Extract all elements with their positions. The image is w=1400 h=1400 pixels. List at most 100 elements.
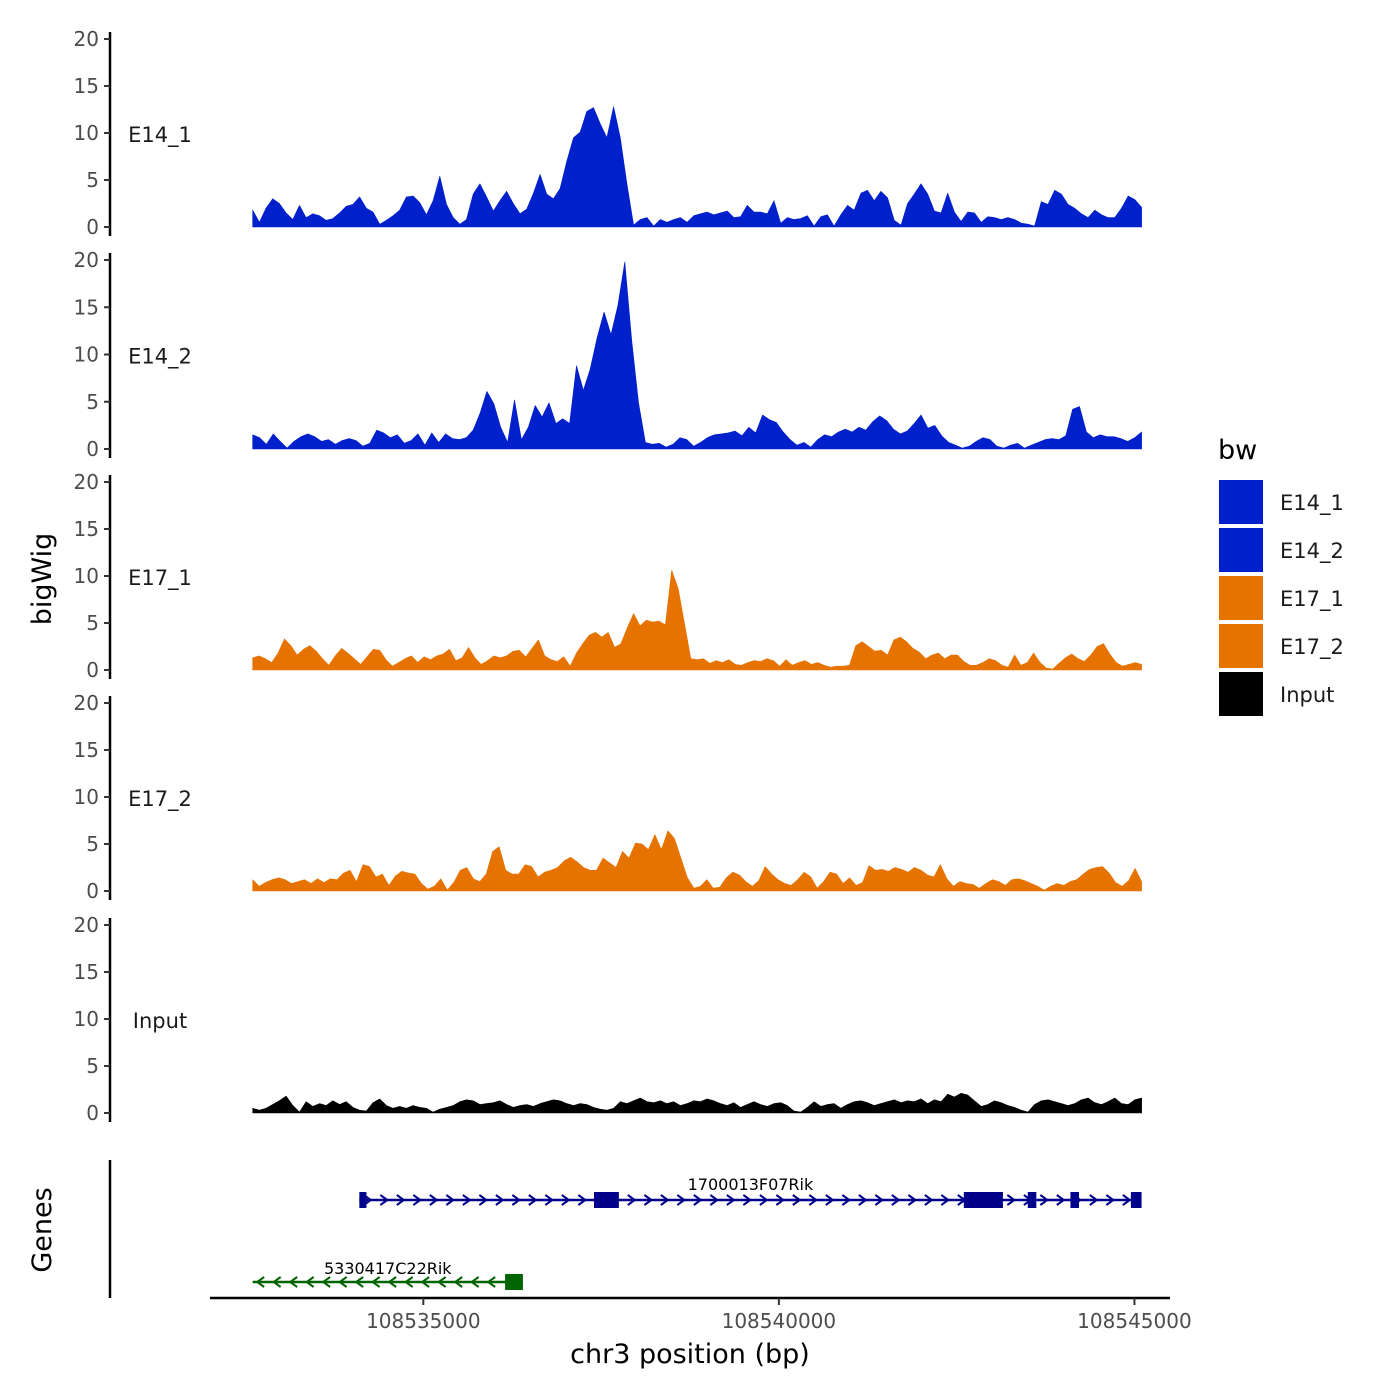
y-tick-label: 15 [74,960,99,984]
strand-arrow-icon [337,1276,348,1288]
track-label: E17_1 [128,566,192,591]
gene-label: 1700013F07Rik [688,1175,814,1194]
exon-block [359,1192,367,1208]
y-tick-label: 5 [86,168,99,192]
strand-arrow-icon [1089,1194,1099,1206]
strand-arrow-icon [412,1194,423,1206]
strand-arrow-icon [271,1276,282,1288]
strand-arrow-icon [288,1276,298,1288]
strand-arrow-icon [495,1194,505,1206]
y-tick-label: 15 [74,738,99,762]
legend-swatch [1219,624,1263,668]
y-tick-label: 10 [74,343,99,367]
y-axis-title: bigWig [27,533,58,626]
strand-arrow-icon [1006,1194,1017,1206]
strand-arrow-icon [396,1194,406,1206]
legend-title: bw [1218,435,1257,466]
strand-arrow-icon [544,1194,555,1206]
strand-arrow-icon [709,1194,720,1206]
strand-arrow-icon [825,1194,835,1206]
strand-arrow-icon [255,1276,265,1288]
y-tick-label: 0 [86,437,99,461]
exon-block [505,1274,523,1290]
strand-arrow-icon [1105,1194,1116,1206]
strand-arrow-icon [627,1194,637,1206]
signal-tracks: 05101520E14_105101520E14_205101520E17_10… [74,27,1142,1125]
y-tick-label: 0 [86,215,99,239]
gene-track: 1700013F07Rik 5330417C22Rik [108,1160,1142,1298]
y-tick-label: 0 [86,879,99,903]
track-label: E14_2 [128,345,192,370]
strand-arrow-icon [528,1194,538,1206]
strand-arrow-icon [1122,1194,1132,1206]
legend-swatch [1219,672,1263,716]
strand-arrow-icon [891,1194,901,1206]
strand-arrow-icon [643,1194,654,1206]
strand-arrow-icon [469,1276,480,1288]
track-e17-1: 0 5 10 15 20 E17_1 [74,470,1142,682]
y-tick-label: 20 [74,27,99,51]
strand-arrow-icon [660,1194,670,1206]
signal-area-e17-1 [252,570,1142,671]
strand-arrow-icon [726,1194,736,1206]
track-label: Input [133,1009,187,1033]
y-tick-label: 15 [74,295,99,319]
legend: bw E14_1 E14_2 E17_1 E17_2 Input [1218,435,1344,716]
strand-arrow-icon [445,1194,456,1206]
strand-arrow-icon [379,1194,390,1206]
x-tick-label: 108540000 [722,1309,837,1333]
track-e17-2: 0 5 10 15 20 E17_2 [74,691,1142,903]
legend-label: Input [1280,683,1334,707]
exon-block [1130,1192,1142,1208]
y-tick-label: 5 [86,611,99,635]
genes-axis-title: Genes [27,1187,58,1272]
strand-arrow-icon [420,1276,430,1288]
legend-swatch [1219,528,1263,572]
strand-arrow-icon [577,1194,588,1206]
y-tick-label: 0 [86,1101,99,1125]
gene-1700013f07rik: 1700013F07Rik [359,1175,1142,1208]
y-tick-label: 10 [74,1007,99,1031]
strand-arrow-icon [907,1194,918,1206]
x-axis-title: chr3 position (bp) [570,1339,810,1370]
gene-label: 5330417C22Rik [324,1259,452,1278]
strand-arrow-icon [742,1194,753,1206]
exon-block [963,1192,1003,1208]
y-tick-label: 20 [74,913,99,937]
legend-label: E14_2 [1280,539,1344,564]
strand-arrow-icon [1056,1194,1066,1206]
y-tick-label: 5 [86,390,99,414]
signal-area-input [252,1093,1142,1114]
y-tick-label: 10 [74,121,99,145]
strand-arrow-icon [693,1194,703,1206]
exon-block [1070,1192,1079,1208]
strand-arrow-icon [321,1276,331,1288]
y-tick-label: 0 [86,658,99,682]
strand-arrow-icon [841,1194,852,1206]
strand-arrow-icon [561,1194,571,1206]
strand-arrow-icon [792,1194,802,1206]
x-tick-label: 108535000 [366,1309,481,1333]
y-tick-label: 15 [74,74,99,98]
gene-5330417c22rik: 5330417C22Rik [252,1259,523,1290]
legend-swatch [1219,576,1263,620]
strand-arrow-icon [775,1194,786,1206]
y-tick-label: 5 [86,832,99,856]
x-axis: 108535000 108540000 108545000 [210,1296,1192,1333]
legend-label: E17_1 [1280,587,1344,612]
strand-arrow-icon [387,1276,397,1288]
strand-arrow-icon [808,1194,819,1206]
strand-arrow-icon [759,1194,769,1206]
strand-arrow-icon [462,1194,472,1206]
signal-area-e14-2 [252,261,1142,450]
strand-arrow-icon [370,1276,381,1288]
legend-swatch [1219,480,1263,524]
strand-arrow-icon [486,1276,496,1288]
strand-arrow-icon [429,1194,439,1206]
x-tick-label: 108545000 [1077,1309,1192,1333]
y-tick-label: 5 [86,1054,99,1078]
track-label: E14_1 [128,123,192,148]
strand-arrow-icon [304,1276,315,1288]
track-input: 0 5 10 15 20 Input [74,913,1142,1125]
